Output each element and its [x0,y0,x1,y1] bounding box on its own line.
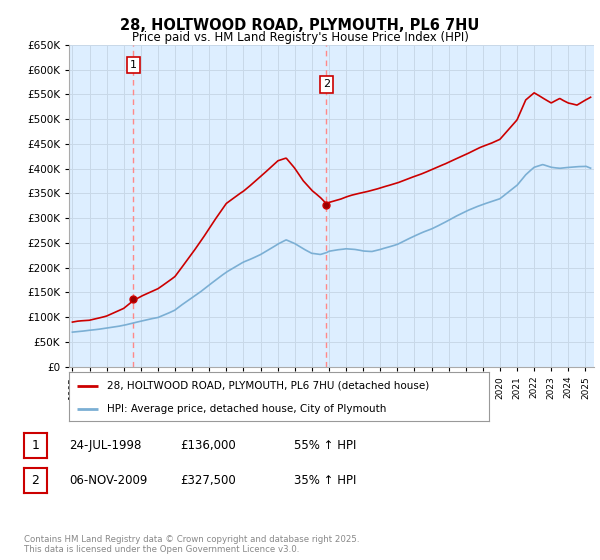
Text: 24-JUL-1998: 24-JUL-1998 [69,438,142,452]
Text: Contains HM Land Registry data © Crown copyright and database right 2025.
This d: Contains HM Land Registry data © Crown c… [24,535,359,554]
Text: £327,500: £327,500 [180,474,236,487]
Text: 2: 2 [323,80,330,90]
Text: HPI: Average price, detached house, City of Plymouth: HPI: Average price, detached house, City… [107,404,386,414]
Text: £136,000: £136,000 [180,438,236,452]
Text: 2: 2 [31,474,40,487]
Text: 1: 1 [130,59,137,69]
Text: 28, HOLTWOOD ROAD, PLYMOUTH, PL6 7HU: 28, HOLTWOOD ROAD, PLYMOUTH, PL6 7HU [121,18,479,33]
Text: 28, HOLTWOOD ROAD, PLYMOUTH, PL6 7HU (detached house): 28, HOLTWOOD ROAD, PLYMOUTH, PL6 7HU (de… [107,381,429,391]
Text: 1: 1 [31,438,40,452]
Text: 35% ↑ HPI: 35% ↑ HPI [294,474,356,487]
Text: 06-NOV-2009: 06-NOV-2009 [69,474,148,487]
Text: 55% ↑ HPI: 55% ↑ HPI [294,438,356,452]
Text: Price paid vs. HM Land Registry's House Price Index (HPI): Price paid vs. HM Land Registry's House … [131,31,469,44]
